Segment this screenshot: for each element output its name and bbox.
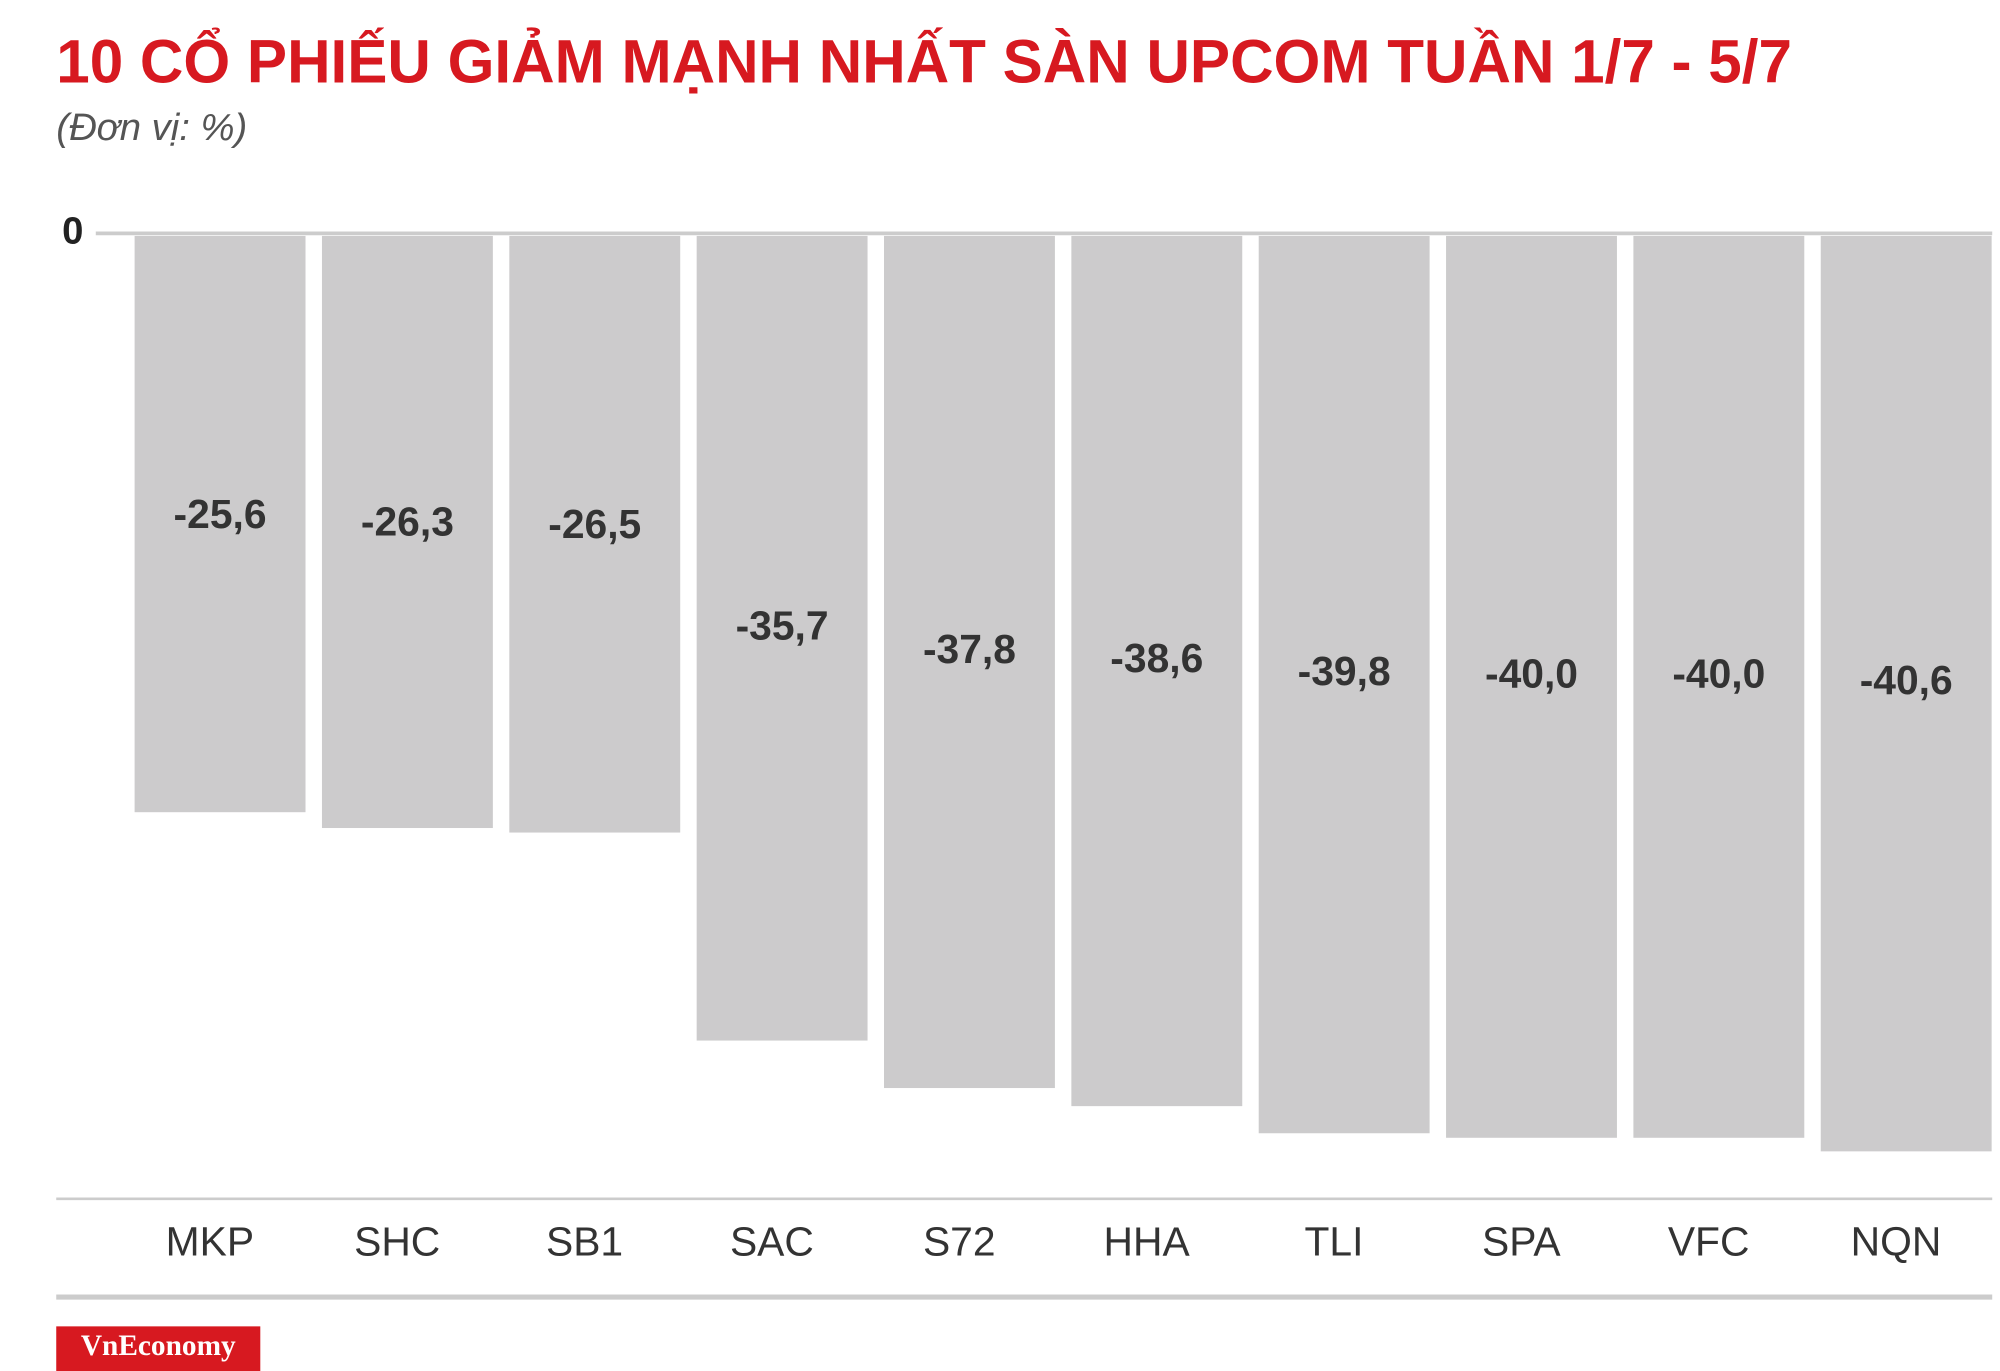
brand-box — [56, 1326, 261, 1371]
x-tick-label: SB1 — [546, 1219, 623, 1265]
y-tick-label: 0 — [62, 209, 83, 252]
x-tick-label: SPA — [1482, 1219, 1561, 1265]
value-label: -25,6 — [174, 491, 267, 537]
value-label: -39,8 — [1298, 648, 1391, 694]
bar — [1820, 235, 1992, 1152]
value-label: -35,7 — [736, 603, 829, 649]
bar — [1071, 235, 1243, 1107]
x-tick-label: MKP — [166, 1219, 254, 1265]
bar — [884, 235, 1055, 1089]
x-tick-label: VFC — [1668, 1219, 1750, 1265]
bar — [1258, 235, 1430, 1134]
value-label: -40,6 — [1860, 657, 1953, 703]
x-tick-label: TLI — [1304, 1219, 1363, 1265]
bar — [1446, 235, 1617, 1138]
x-tick-label: SHC — [354, 1219, 440, 1265]
x-tick-label: HHA — [1104, 1219, 1191, 1265]
bar — [509, 235, 681, 833]
x-tick-label: NQN — [1851, 1219, 1942, 1265]
chart-subtitle: (Đơn vị: %) — [56, 106, 247, 149]
value-label: -40,0 — [1672, 650, 1765, 696]
x-tick-label: S72 — [923, 1219, 996, 1265]
x-tick-label: SAC — [730, 1219, 814, 1265]
chart-title: 10 CỔ PHIẾU GIẢM MẠNH NHẤT SÀN UPCOM TUẦ… — [56, 26, 1792, 95]
value-label: -38,6 — [1110, 635, 1203, 681]
value-label: -37,8 — [923, 626, 1016, 672]
brand: VnEconomy — [81, 1330, 236, 1362]
value-label: -40,0 — [1485, 650, 1578, 696]
bar — [696, 235, 868, 1041]
value-label: -26,5 — [548, 501, 641, 547]
value-label: -26,3 — [361, 499, 454, 545]
bar — [1633, 235, 1805, 1138]
bar — [134, 235, 306, 813]
bar — [321, 235, 493, 829]
